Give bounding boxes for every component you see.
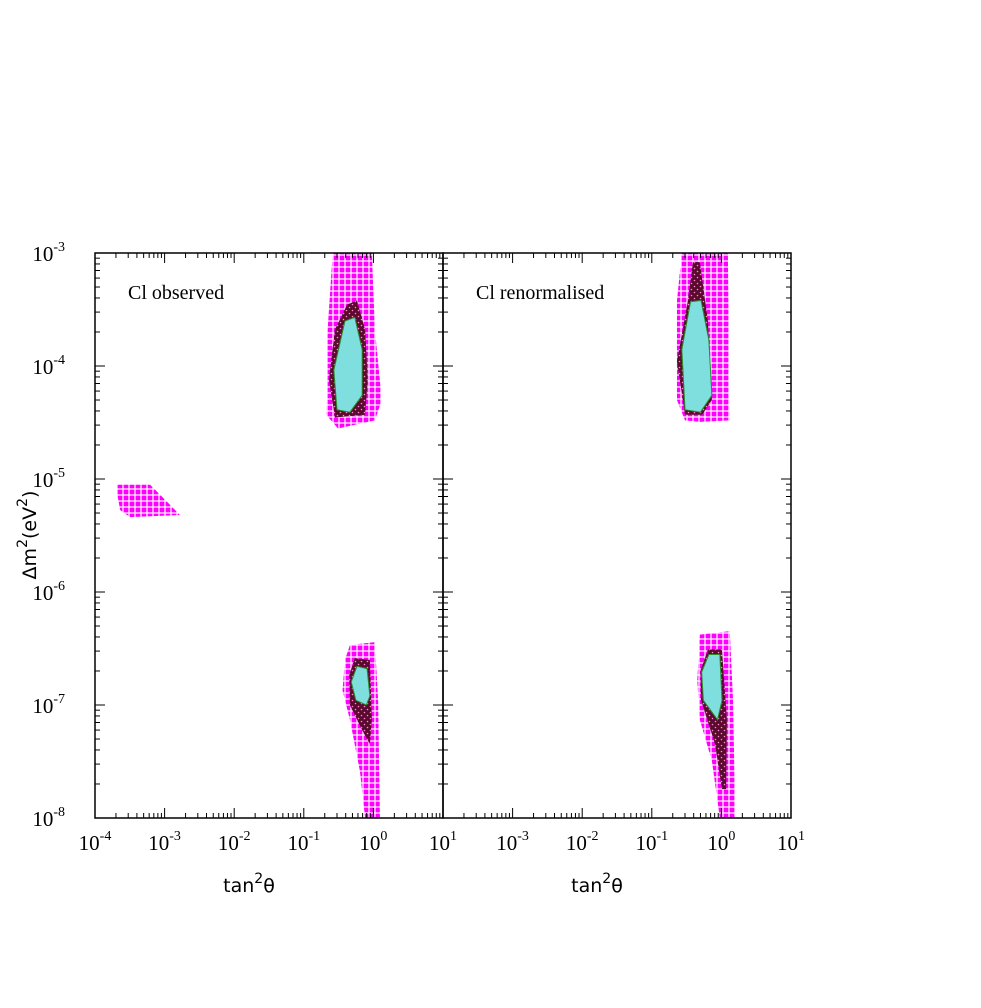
x-axis-label: tan2θ	[571, 871, 623, 897]
plot-frame	[94, 252, 444, 819]
y-tick-label: 10-6	[32, 579, 65, 605]
x-tick-label: 101	[429, 829, 457, 855]
x-tick-label: 10-3	[148, 829, 181, 855]
y-tick-label: 10-7	[32, 692, 65, 718]
x-tick-label: 10-1	[287, 829, 320, 855]
y-tick-label: 10-8	[32, 805, 65, 831]
plot-frame	[442, 252, 792, 819]
x-tick-label: 10-2	[218, 829, 251, 855]
contour-region	[333, 316, 363, 413]
contour-region	[701, 653, 723, 721]
y-tick-label: 10-5	[32, 466, 65, 492]
y-tick-label: 10-3	[32, 240, 65, 266]
x-tick-label: 100	[707, 829, 735, 855]
x-tick-label: 10-4	[79, 829, 112, 855]
x-tick-label: 10-1	[635, 829, 668, 855]
annotation: Cl observed	[128, 282, 224, 304]
contour-region	[350, 665, 371, 706]
annotation: Cl renormalised	[476, 282, 604, 304]
x-tick-label: 101	[777, 829, 805, 855]
y-tick-label: 10-4	[32, 353, 65, 379]
contour-region	[681, 299, 713, 413]
x-tick-label: 10-2	[566, 829, 599, 855]
y-axis-label: Δm2(eV2)	[15, 491, 41, 580]
contour-regions	[117, 253, 382, 818]
x-axis-label: tan2θ	[223, 871, 275, 897]
contour-regions	[676, 253, 736, 818]
x-tick-label: 10-3	[496, 829, 529, 855]
contour-region	[117, 484, 180, 518]
x-tick-label: 100	[359, 829, 387, 855]
